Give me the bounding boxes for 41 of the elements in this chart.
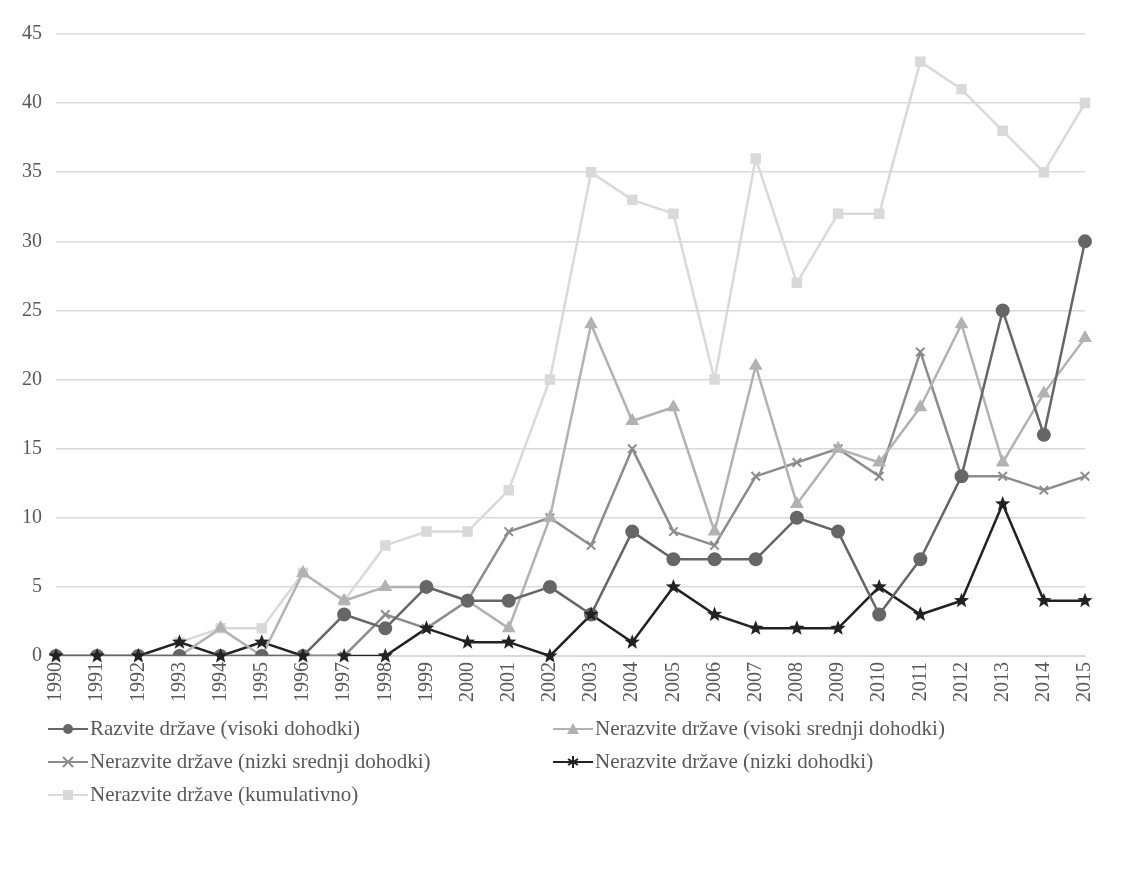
x-tick-label: 1993 xyxy=(166,662,189,702)
x-tick-label: 1995 xyxy=(249,662,272,702)
x-tick-label: 2012 xyxy=(948,662,971,702)
y-tick-label: 45 xyxy=(22,21,42,44)
x-tick-label: 2000 xyxy=(454,662,477,702)
x-tick-label: 2015 xyxy=(1072,662,1095,702)
x-tick-label: 1992 xyxy=(125,662,148,702)
legend-label: Nerazvite države (nizki srednji dohodki) xyxy=(90,749,431,774)
y-tick-label: 35 xyxy=(22,159,42,182)
y-tick-label: 40 xyxy=(22,90,42,113)
y-tick-label: 0 xyxy=(32,643,42,666)
x-tick-label: 2006 xyxy=(701,662,724,702)
x-tick-label: 1994 xyxy=(207,662,230,702)
x-tick-label: 1997 xyxy=(331,662,354,702)
x-tick-label: 2011 xyxy=(907,662,930,702)
x-tick-label: 2003 xyxy=(578,662,601,702)
legend-label: Razvite države (visoki dohodki) xyxy=(90,716,361,741)
legend-label: Nerazvite države (nizki dohodki) xyxy=(595,749,874,774)
x-tick-label: 2010 xyxy=(866,662,889,702)
x-tick-label: 2002 xyxy=(537,662,560,702)
legend-label: Nerazvite države (kumulativno) xyxy=(90,782,359,807)
x-tick-label: 2009 xyxy=(825,662,848,702)
x-tick-label: 2004 xyxy=(619,662,642,702)
x-tick-label: 2001 xyxy=(496,662,519,702)
y-tick-label: 25 xyxy=(22,297,42,320)
x-tick-label: 1998 xyxy=(372,662,395,702)
x-tick-label: 2014 xyxy=(1031,662,1054,702)
x-tick-label: 1991 xyxy=(84,662,107,702)
x-tick-label: 1999 xyxy=(413,662,436,702)
y-tick-label: 15 xyxy=(22,435,42,458)
y-tick-label: 30 xyxy=(22,228,42,251)
x-tick-label: 1990 xyxy=(43,662,66,702)
legend-label: Nerazvite države (visoki srednji dohodki) xyxy=(595,716,945,741)
x-tick-label: 2013 xyxy=(989,662,1012,702)
x-tick-label: 2008 xyxy=(784,662,807,702)
y-tick-label: 10 xyxy=(22,505,42,528)
x-tick-label: 2007 xyxy=(742,662,765,702)
x-tick-label: 2005 xyxy=(660,662,683,702)
y-tick-label: 20 xyxy=(22,366,42,389)
x-tick-label: 1996 xyxy=(290,662,313,702)
y-tick-label: 5 xyxy=(32,574,42,597)
